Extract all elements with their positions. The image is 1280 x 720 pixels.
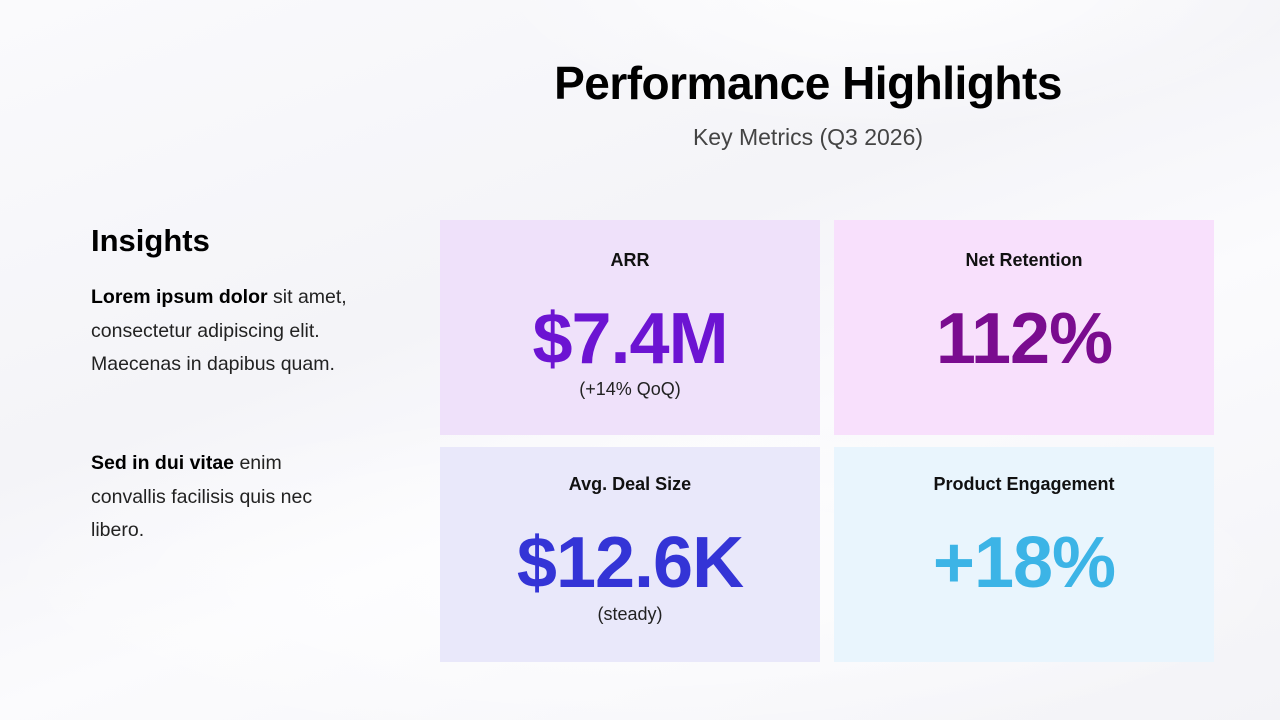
metric-card-avg-deal-size: Avg. Deal Size $12.6K (steady) bbox=[440, 447, 820, 662]
metric-note: (+14% QoQ) bbox=[579, 379, 681, 399]
insight-text: enim convallis facilisis quis nec libero… bbox=[91, 452, 313, 541]
metric-card-arr: ARR $7.4M (+14% QoQ) bbox=[440, 220, 820, 435]
metric-value: +18% bbox=[932, 523, 1116, 603]
insight-paragraph: Sed in dui vitae enim convallis facilisi… bbox=[91, 447, 351, 548]
metric-value: 112% bbox=[935, 299, 1113, 379]
page-subtitle: Key Metrics (Q3 2026) bbox=[692, 124, 924, 150]
insight-bold: Sed in dui vitae bbox=[91, 452, 235, 474]
metric-card-net-retention: Net Retention 112% bbox=[834, 220, 1214, 435]
page-title: Performance Highlights bbox=[554, 57, 1062, 109]
metric-value: $12.6K bbox=[516, 523, 744, 603]
insight-paragraph: Lorem ipsum dolor sit amet, consectetur … bbox=[91, 281, 351, 382]
metric-value: $7.4M bbox=[532, 299, 728, 379]
insight-text: sit amet, consectetur adipiscing elit. M… bbox=[91, 286, 347, 375]
metric-note: (steady) bbox=[597, 604, 663, 624]
metric-label: Avg. Deal Size bbox=[568, 474, 692, 494]
insights-heading: Insights bbox=[91, 223, 210, 258]
metric-label: Product Engagement bbox=[933, 474, 1115, 494]
metric-card-product-engagement: Product Engagement +18% bbox=[834, 447, 1214, 662]
metric-label: Net Retention bbox=[965, 250, 1083, 270]
insight-bold: Lorem ipsum dolor bbox=[91, 286, 268, 308]
metric-label: ARR bbox=[610, 250, 650, 270]
